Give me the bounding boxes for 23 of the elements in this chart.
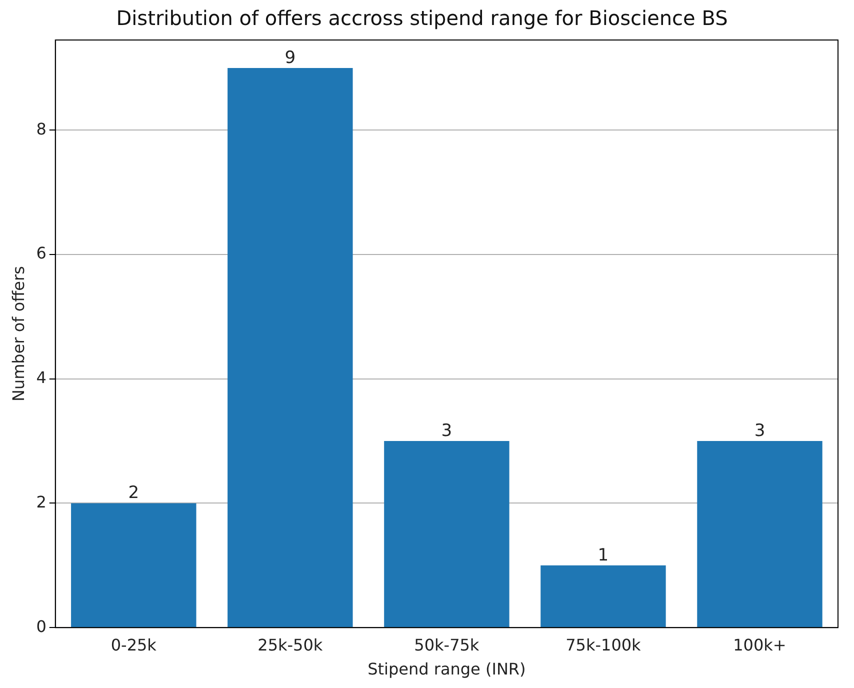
data-label: 1 — [598, 545, 609, 566]
y-tick-label: 8 — [36, 119, 46, 138]
bar — [540, 565, 666, 628]
bar — [71, 503, 196, 628]
y-tick-label: 6 — [36, 244, 46, 263]
y-tick-label: 0 — [36, 616, 46, 636]
x-tick-label: 0-25k — [110, 635, 158, 654]
data-label: 9 — [284, 48, 296, 68]
x-axis-title: Stipend range (INR) — [368, 660, 526, 679]
bar — [228, 68, 353, 628]
bar — [697, 441, 822, 628]
data-label: 3 — [754, 420, 766, 441]
x-tick-label: 25k-50k — [258, 635, 324, 654]
x-tick-label: 50k-75k — [414, 635, 480, 654]
x-tick-label: 75k-100k — [566, 635, 642, 654]
data-label: 3 — [441, 420, 452, 441]
data-label: 2 — [128, 483, 140, 504]
y-axis-title: Number of offers — [8, 266, 28, 402]
x-tick-label: 100k+ — [733, 635, 786, 654]
y-tick-label: 2 — [36, 492, 46, 512]
chart-title: Distribution of offers accross stipend range for Bioscience BS — [116, 6, 728, 30]
bar — [384, 441, 510, 628]
y-tick-label: 4 — [36, 368, 46, 388]
